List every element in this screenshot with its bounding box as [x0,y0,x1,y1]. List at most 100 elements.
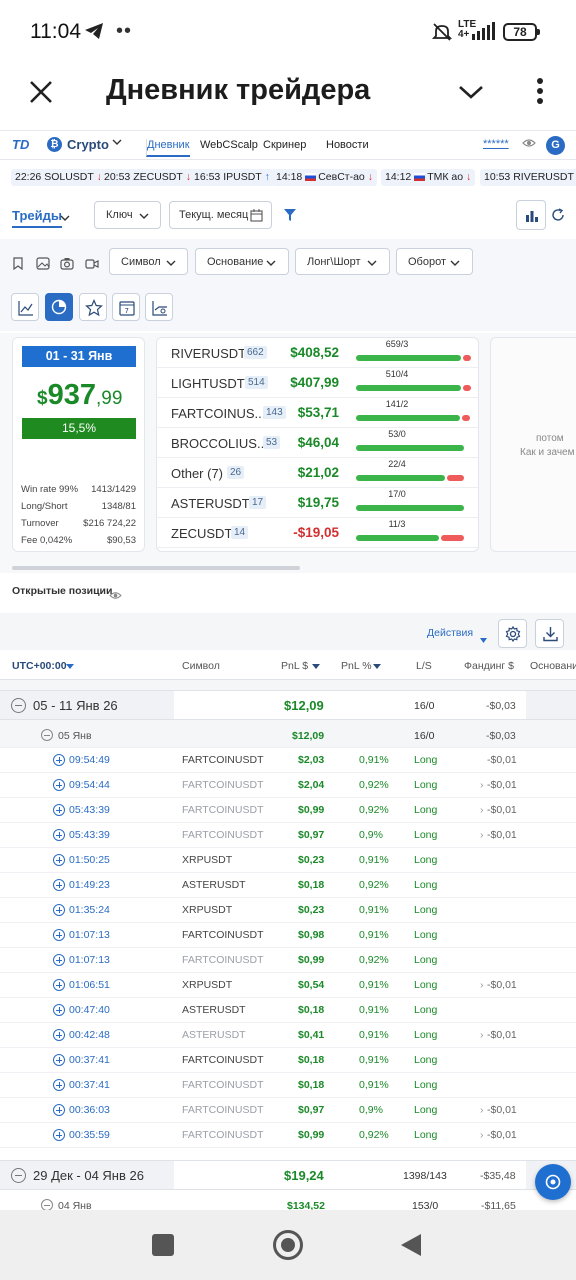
expand-icon[interactable] [53,779,65,791]
symbol-row[interactable]: ASTERUSDT 17 $19,75 17/0 [157,488,478,518]
expand-icon[interactable] [53,1104,65,1116]
assistant-button[interactable] [535,1164,571,1200]
expand-icon[interactable] [53,1029,65,1041]
week-row[interactable]: 29 Дек - 04 Янв 26 $19,24 1398/143 -$35,… [0,1160,576,1190]
download-button[interactable] [535,619,564,648]
symbol-row[interactable]: LIGHTUSDT 514 $407,99 510/4 [157,368,478,398]
ticker-item[interactable]: 14:18 СевСт-ао ↓ [272,169,377,186]
expand-icon[interactable] [53,1129,65,1141]
nav-news[interactable]: Новости [326,139,369,151]
view-line-chart[interactable] [11,293,39,321]
table-row[interactable]: 09:54:49 FARTCOINUSDT $2,03 0,91% Long -$0,01 [0,748,576,773]
symbol-row[interactable]: FARTCOINUS... 143 $53,71 141/2 [157,398,478,428]
masked-balance[interactable]: ****** [483,138,509,150]
expand-icon[interactable] [53,1079,65,1091]
avatar[interactable]: G [546,136,565,155]
col-funding[interactable]: Фандинг $ [464,660,514,672]
chart-view-button[interactable] [516,200,546,230]
filter-symbol[interactable]: Символ [109,248,188,275]
view-favorites[interactable] [79,293,107,321]
filter-basis[interactable]: Основание [195,248,289,275]
chevron-down-icon[interactable] [60,209,70,227]
back-icon[interactable] [400,1233,422,1262]
tab-trades[interactable]: Трейды [12,208,62,228]
view-calendar[interactable]: 7 [112,293,140,321]
expand-icon[interactable] [53,804,65,816]
camera-icon[interactable] [60,257,74,275]
expand-icon[interactable] [53,979,65,991]
chevron-down-icon[interactable] [112,137,122,149]
table-settings-button[interactable] [498,619,527,648]
sort-icon[interactable] [312,664,320,669]
market-selector[interactable]: Crypto [67,137,109,152]
sort-icon[interactable] [373,664,381,669]
table-row[interactable]: 00:36:03 FARTCOINUSDT $0,97 0,9% Long -$0,01 › [0,1098,576,1123]
ticker-item[interactable]: 20:53 ZECUSDT ↓ [100,169,195,186]
week-row[interactable]: 05 - 11 Янв 26 $12,09 16/0 -$0,03 [0,690,576,720]
table-row[interactable]: 00:47:40 ASTERUSDT $0,18 0,91% Long [0,998,576,1023]
col-ls[interactable]: L/S [416,660,432,672]
more-vert-icon[interactable] [534,77,546,112]
eye-icon[interactable] [109,587,122,605]
view-pie-chart[interactable] [45,293,73,321]
filter-turnover[interactable]: Оборот [396,248,473,275]
table-row[interactable]: 00:42:48 ASTERUSDT $0,41 0,91% Long -$0,01 › [0,1023,576,1048]
collapse-icon[interactable] [41,729,53,741]
expand-icon[interactable] [53,1054,65,1066]
table-row[interactable]: 00:37:41 FARTCOINUSDT $0,18 0,91% Long [0,1073,576,1098]
col-pnl[interactable]: PnL $ [281,660,309,672]
collapse-icon[interactable] [11,1168,26,1183]
table-row[interactable]: 09:54:44 FARTCOINUSDT $2,04 0,92% Long -$0,01… [0,773,576,798]
period-picker[interactable]: Текущ. месяц [169,201,272,229]
table-row[interactable]: 05:43:39 FARTCOINUSDT $0,97 0,9% Long -$0,01 › [0,823,576,848]
expand-icon[interactable] [53,954,65,966]
video-icon[interactable] [85,257,99,275]
table-row[interactable]: 05:43:39 FARTCOINUSDT $0,99 0,92% Long -$0,01… [0,798,576,823]
day-row[interactable]: 05 Янв $12,09 16/0 -$0,03 [0,723,576,748]
expand-icon[interactable] [53,904,65,916]
filter-icon[interactable] [283,208,297,227]
day-row[interactable]: 04 Янв $134,52 153/0 -$11,65 [0,1193,576,1210]
filter-long-short[interactable]: Лонг\Шорт [295,248,390,275]
table-row[interactable]: 00:35:59 FARTCOINUSDT $0,99 0,92% Long -$0,01… [0,1123,576,1148]
table-row[interactable]: 01:07:13 FARTCOINUSDT $0,99 0,92% Long [0,948,576,973]
symbol-row[interactable]: BROCCOLIUS... 53 $46,04 53/0 [157,428,478,458]
table-row[interactable]: 00:37:41 FARTCOINUSDT $0,18 0,91% Long [0,1048,576,1073]
horizontal-scrollbar[interactable] [12,566,300,570]
table-row[interactable]: 01:06:51 XRPUSDT $0,54 0,91% Long -$0,01 › [0,973,576,998]
expand-icon[interactable] [53,1004,65,1016]
actions-dropdown[interactable]: Действия [427,627,474,639]
expand-icon[interactable] [53,754,65,766]
symbol-row[interactable]: RIVERUSDT 662 $408,52 659/3 [157,338,478,368]
col-basis[interactable]: Основани [530,660,576,672]
col-time[interactable]: UTC+00:00 [12,660,67,672]
view-stats[interactable] [145,293,173,321]
date-range[interactable]: 01 - 31 Янв [22,346,136,367]
collapse-icon[interactable] [11,698,26,713]
table-row[interactable]: 01:49:23 ASTERUSDT $0,18 0,92% Long [0,873,576,898]
logo[interactable]: TD [12,137,30,152]
col-symbol[interactable]: Символ [182,660,220,672]
sort-desc-icon[interactable] [66,664,74,669]
nav-webcscalp[interactable]: WebCScalp [200,139,258,151]
bookmark-icon[interactable] [12,257,24,275]
symbol-row[interactable]: ZECUSDT 14 -$19,05 11/3 [157,518,478,548]
ticker-item[interactable]: 10:53 RIVERUSDT ↑ [480,169,576,186]
close-icon[interactable] [28,79,54,110]
table-row[interactable]: 01:07:13 FARTCOINUSDT $0,98 0,91% Long [0,923,576,948]
home-icon[interactable] [273,1230,303,1260]
expand-icon[interactable] [53,829,65,841]
table-row[interactable]: 01:35:24 XRPUSDT $0,23 0,91% Long [0,898,576,923]
expand-icon[interactable] [53,854,65,866]
key-dropdown[interactable]: Ключ [94,201,161,229]
chevron-down-icon[interactable] [458,84,484,105]
eye-icon[interactable] [522,138,536,151]
expand-icon[interactable] [53,879,65,891]
table-row[interactable]: 01:50:25 XRPUSDT $0,23 0,91% Long [0,848,576,873]
nav-diary[interactable]: Дневник [146,139,190,157]
recents-icon[interactable] [152,1234,174,1256]
collapse-icon[interactable] [41,1199,53,1210]
col-pnl-pct[interactable]: PnL % [341,660,372,672]
refresh-icon[interactable] [551,208,565,227]
image-icon[interactable] [36,257,50,275]
